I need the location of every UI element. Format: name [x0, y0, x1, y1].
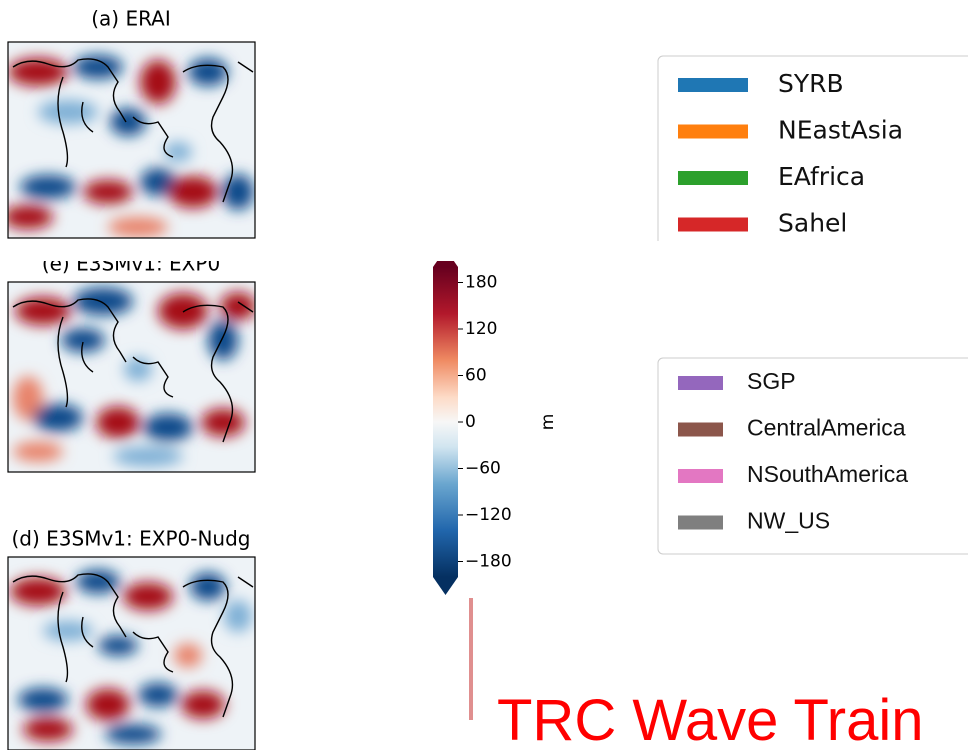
map-field — [8, 557, 255, 750]
legend-label: Sahel — [778, 209, 847, 238]
colorbar-tick-label: 120 — [465, 319, 497, 339]
anomaly — [83, 180, 133, 204]
legend-label: NEastAsia — [778, 116, 903, 145]
anomaly — [23, 717, 73, 741]
legend-swatch — [678, 78, 748, 92]
anomaly — [15, 297, 71, 325]
legend-label: NSouthAmerica — [747, 461, 908, 487]
anomaly — [3, 205, 53, 229]
anomaly — [98, 636, 138, 656]
image-fragment — [469, 598, 473, 720]
anomaly — [113, 446, 183, 466]
anomaly — [220, 292, 256, 320]
colorbar-tick-label: 60 — [465, 366, 487, 386]
anomaly — [108, 217, 168, 237]
anomaly — [43, 621, 93, 641]
legend-swatch — [678, 423, 723, 437]
panel-title: (d) E3SMv1: EXP0-Nudg — [12, 527, 251, 551]
legend-swatch — [678, 469, 723, 483]
colorbar-label: m — [538, 414, 558, 431]
anomaly — [123, 582, 173, 610]
anomaly — [208, 320, 238, 360]
anomaly — [18, 688, 68, 712]
colorbar-tick-label: −120 — [465, 505, 512, 525]
colorbar-tick-label: 0 — [465, 412, 476, 432]
anomaly — [224, 600, 252, 632]
legend-swatch — [678, 171, 748, 185]
legend-label: EAfrica — [778, 162, 865, 191]
anomaly — [73, 55, 123, 79]
colorbar-tick-label: 180 — [465, 273, 497, 293]
colorbar — [433, 267, 458, 577]
anomaly — [181, 691, 225, 719]
anomaly — [168, 176, 218, 208]
anomaly — [86, 689, 130, 721]
anomaly — [20, 175, 76, 199]
colorbar-tick-label: −180 — [465, 552, 512, 572]
anomaly — [96, 407, 140, 439]
map-panel: (d) E3SMv1: EXP0-Nudg — [8, 527, 255, 750]
anomaly — [201, 409, 245, 437]
anomaly — [188, 58, 228, 86]
anomaly — [164, 142, 192, 162]
colorbar-extend-bottom — [433, 577, 458, 595]
anomaly — [61, 328, 105, 352]
legend-cut — [0, 241, 968, 261]
anomaly — [33, 404, 83, 432]
anomaly — [190, 573, 226, 601]
anomaly — [143, 413, 193, 441]
map-field — [3, 42, 255, 238]
slide: {"panels": [{"title": "(a) ERAI"}, {"tit… — [0, 0, 968, 750]
map-field — [8, 282, 256, 472]
anomaly — [158, 293, 208, 329]
anomaly — [73, 287, 133, 315]
legend-swatch — [678, 516, 723, 530]
anomaly — [105, 724, 161, 744]
anomaly — [38, 100, 98, 124]
panel-title: (a) ERAI — [91, 7, 171, 31]
anomaly — [174, 643, 202, 667]
colorbar-tick-label: −60 — [465, 459, 501, 479]
map-panel: (a) ERAI — [3, 7, 255, 239]
anomaly — [138, 683, 178, 707]
legend-label: NW_US — [747, 508, 830, 534]
legend-swatch — [678, 376, 723, 390]
legend-label: CentralAmerica — [747, 415, 906, 441]
canvas: (a) ERAI (e) E3SMv1: EXP0 (d) E3SMv1: EXP0… — [0, 0, 968, 750]
caption: TRC Wave Train — [497, 688, 923, 750]
anomaly — [13, 442, 63, 462]
legend-label: SYRB — [778, 69, 844, 98]
legend-swatch — [678, 125, 748, 139]
legend-label: SGP — [747, 368, 796, 394]
map-panel: (e) E3SMv1: EXP0 — [8, 252, 256, 473]
anomaly — [140, 60, 176, 104]
legend-swatch — [678, 218, 748, 232]
